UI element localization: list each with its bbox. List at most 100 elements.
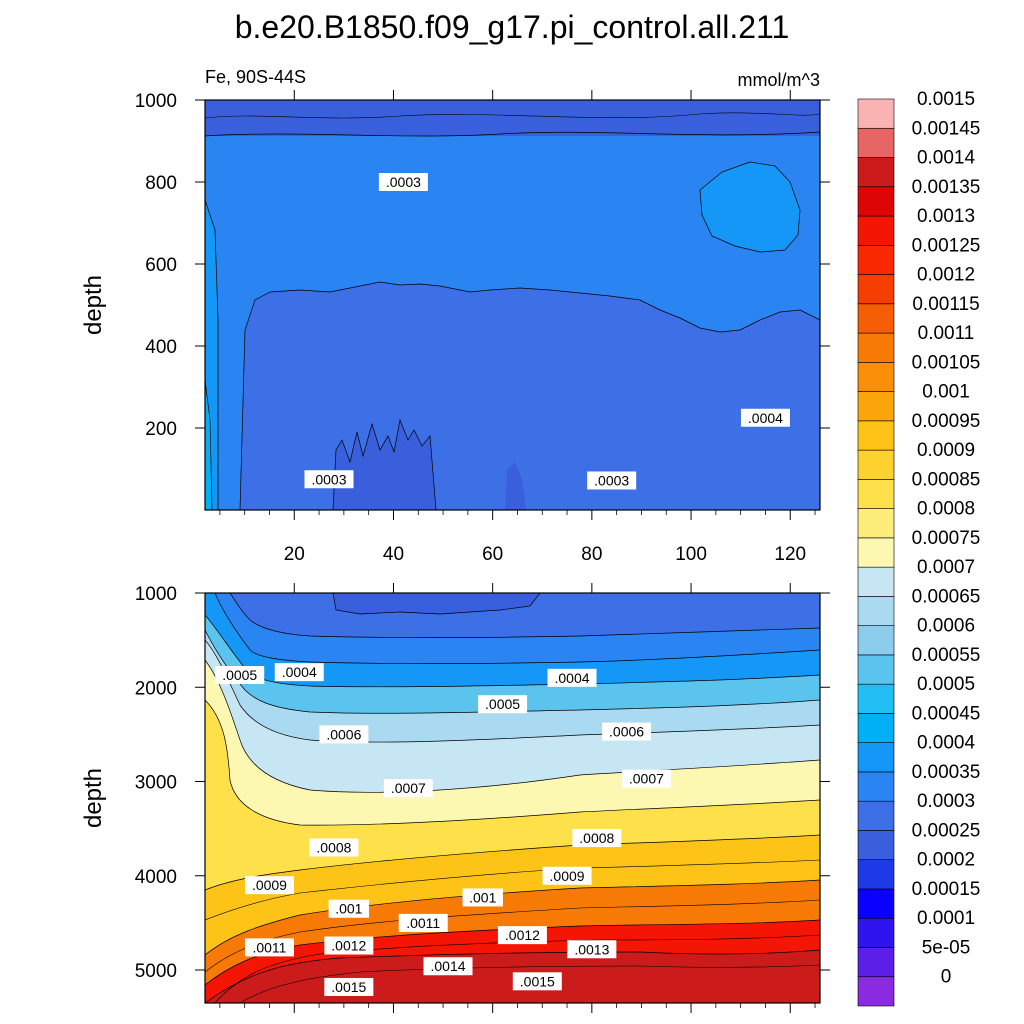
variable-region-label: Fe, 90S-44S [205,67,306,87]
upper-y-tick-label: 800 [145,173,177,194]
colorbar-swatch [857,127,895,158]
lower-contour-label-text: .0006 [609,724,644,740]
upper-contour-label-text: .0004 [748,410,783,426]
lower-contour-label-text: .0012 [331,938,366,954]
lower-contour-line [332,593,541,615]
lower-contour-label-text: .0005 [485,696,520,712]
lower-contour-line [205,639,820,743]
upper-y-tick-label: 600 [145,255,177,276]
lower-contour-label-bg [602,722,652,741]
colorbar-swatch [857,362,895,392]
lower-contour-label-bg [478,695,528,714]
lower-contour-label-text: .0004 [282,664,317,680]
colorbar-swatch [857,303,895,334]
lower-contour-label-bg [244,876,294,895]
upper-x-tick-label: 120 [774,544,806,565]
colorbar-swatch [857,479,895,509]
colorbar-label: 0 [941,967,952,988]
lower-contour-label: .0008 [309,838,359,857]
colorbar-swatch [857,98,895,129]
lower-contour-line [205,699,820,826]
lower-contour-label-text: .0013 [574,941,609,957]
colorbar-swatch [857,830,895,861]
lower-contour-label: .0014 [423,957,473,976]
lower-contour-label: .0007 [383,779,433,798]
lower-contour-label-bg [398,913,448,932]
colorbar-label: 0.0013 [917,206,975,227]
colorbar-label: 0.0003 [917,791,975,812]
lower-contour-label-bg [567,940,617,959]
colorbar-swatch [857,332,895,363]
lower-contour-line [214,934,820,1003]
colorbar-label: 0.001 [922,382,970,403]
upper-shallow-band [205,100,820,136]
colorbar-swatch [857,859,895,890]
colorbar-swatch [857,420,895,451]
lower-contour-label-text: .0007 [391,780,426,796]
colorbar-label: 0.00075 [912,528,981,549]
colorbar-label: 0.00105 [912,352,981,373]
colorbar-swatch [857,713,895,743]
colorbar-swatch [857,742,895,773]
lower-contour-label: .0007 [621,769,671,788]
colorbar-swatch [857,215,895,246]
lower-contour-label-bg [621,769,671,788]
lower-y-axis-label: depth [80,768,107,828]
colorbar-label: 0.00055 [912,645,981,666]
upper-contour-line [205,379,213,510]
upper-contour-label-text: .0003 [311,471,346,487]
lower-contour-line [214,593,820,664]
colorbar-label: 0.00145 [912,118,981,139]
colorbar-label: 0.00125 [912,235,981,256]
lower-contour-line [205,834,820,891]
lower-contour-line [205,949,820,1003]
lower-contour-line [205,629,820,714]
upper-contour-label-text: .0003 [594,472,629,488]
lower-contour-label-text: .0005 [222,667,257,683]
upper-x-tick-label: 80 [581,544,602,565]
lower-contour-label: .0005 [215,666,265,684]
colorbar-swatch [857,625,895,656]
lower-contour-label-bg [512,972,562,991]
lower-plot-frame [204,592,821,1004]
upper-y-tick-label: 1000 [135,91,177,112]
colorbar-swatch [857,566,895,597]
upper-x-tick-label: 100 [675,544,707,565]
upper-y-ticks: 200 400 600 800 1000 [135,91,830,440]
colorbar-label: 0.0008 [917,499,975,520]
upper-contour-label: .0003 [587,471,637,490]
lower-contour-label-bg [547,668,597,687]
colorbar-label: 0.0006 [917,616,975,637]
lower-contour-label-text: .0011 [406,915,440,931]
colorbar-label: 0.0005 [917,674,975,695]
upper-x-ticks: 20 40 60 80 100 120 [219,90,816,565]
lower-contour-label: .0012 [497,926,547,945]
lower-low-patch [333,593,540,614]
lower-y-tick-label: 4000 [135,867,177,888]
colorbar-swatch [857,596,895,626]
lower-contour-label-text: .0004 [554,670,589,686]
upper-contour-line [205,131,820,137]
lower-contour-label-text: .001 [335,901,362,917]
lower-contour-line [229,593,820,638]
colorbar-swatch [857,157,895,188]
lower-contour-label-text: .0008 [579,830,614,846]
colorbar-label: 0.00085 [912,469,981,490]
colorbar-swatch [857,800,895,831]
colorbar-swatch [857,976,895,1007]
colorbar-label: 0.0014 [917,148,976,169]
lower-contour-label: .0011 [244,938,294,957]
lower-contour-line [205,859,820,921]
lower-contour-label-bg [542,866,592,885]
colorbar-swatch [857,391,895,422]
lower-contour-label-text: .0014 [431,958,466,974]
lower-contour-label-bg [497,926,547,945]
lower-contour-label-bg [309,838,359,857]
upper-contour-line [239,281,820,510]
colorbar-label: 0.00115 [912,294,979,315]
lower-contour-label-text: .001 [469,889,496,905]
lower-contour-label: .001 [328,899,370,918]
colorbar-swatch [857,683,895,714]
upper-contour-label-bg [740,408,790,427]
